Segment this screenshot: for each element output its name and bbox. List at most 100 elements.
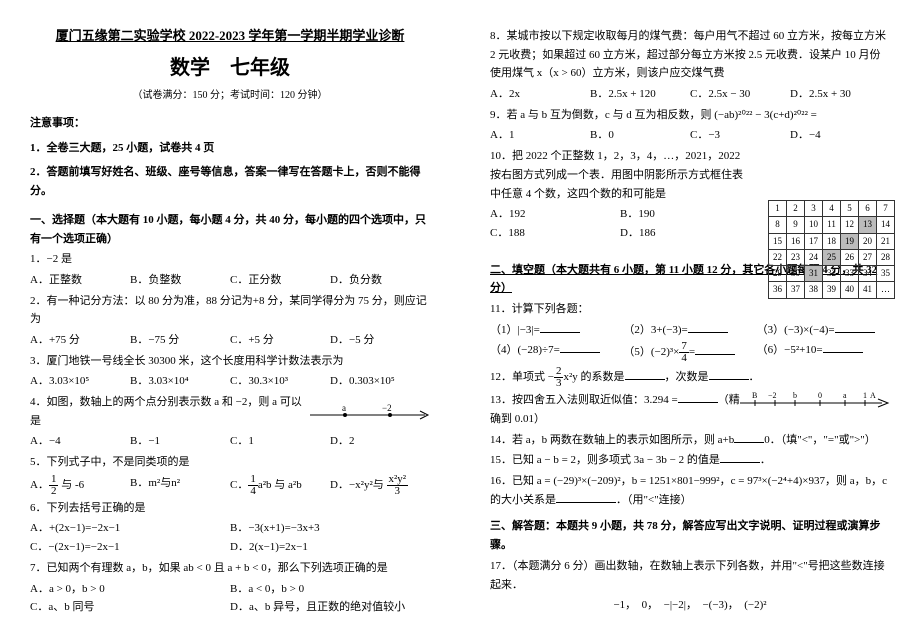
q7-opt-b: B．a < 0，b > 0 xyxy=(230,580,430,599)
grid-cell: 16 xyxy=(787,233,805,249)
section-1-heading: 一、选择题（本大题有 10 小题，每小题 4 分，共 40 分，每小题的四个选项… xyxy=(30,211,430,248)
q8-opt-d: D．2.5x + 30 xyxy=(790,85,890,104)
q7-opt-c: C．a、b 同号 xyxy=(30,598,230,617)
q8: 8．某城市按以下规定收取每月的煤气费：每户用气不超过 60 立方米，按每立方米 … xyxy=(490,27,890,83)
grid-cell: 38 xyxy=(805,282,823,298)
grid-cell: 6 xyxy=(859,201,877,217)
q1-opt-d: D．负分数 xyxy=(330,271,430,290)
svg-text:A: A xyxy=(870,391,876,400)
grid-cell: 29 xyxy=(769,266,787,282)
q7: 7．已知两个有理数 a，b，如果 ab < 0 且 a + b < 0，那么下列… xyxy=(30,559,430,578)
number-grid: 1234567891011121314151617181920212223242… xyxy=(768,200,895,299)
grid-cell: 17 xyxy=(805,233,823,249)
q3-opt-b: B．3.03×10⁴ xyxy=(130,372,230,391)
grid-cell: 39 xyxy=(823,282,841,298)
q7-opt-d: D．a、b 异号，且正数的绝对值较小 xyxy=(230,598,430,617)
q10-opt-d: D．186 xyxy=(620,224,750,243)
q10: 10．把 2022 个正整数 1，2，3，4，…，2021，2022 按右图方式… xyxy=(490,147,750,203)
svg-text:b: b xyxy=(793,391,797,400)
q6-opt-d: D．2(x−1)=2x−1 xyxy=(230,538,430,557)
grid-cell: 18 xyxy=(823,233,841,249)
grid-cell: 41 xyxy=(859,282,877,298)
exam-meta: （试卷满分：150 分；考试时间：120 分钟） xyxy=(30,87,430,104)
q3-opt-d: D．0.303×10⁵ xyxy=(330,372,430,391)
grid-cell: 35 xyxy=(877,266,895,282)
q6: 6．下列去括号正确的是 xyxy=(30,499,430,518)
grid-cell: 15 xyxy=(769,233,787,249)
q17: 17．（本题满分 6 分）画出数轴，在数轴上表示下列各数，并用"<"号把这些数连… xyxy=(490,557,890,594)
q1-opt-b: B．负整数 xyxy=(130,271,230,290)
grid-cell: 23 xyxy=(787,249,805,265)
q11-row1: （1）|−3|= （2）3+(−3)= （3）(−3)×(−4)= xyxy=(490,321,890,340)
q9: 9．若 a 与 b 互为倒数，c 与 d 互为相反数，则 (−ab)²⁰²² −… xyxy=(490,106,890,125)
q4-options: A．−4 B．−1 C．1 D．2 xyxy=(30,432,430,451)
q7-opt-a: A．a > 0，b > 0 xyxy=(30,580,230,599)
q6-opt-b: B．−3(x+1)=−3x+3 xyxy=(230,519,430,538)
q8-opt-c: C．2.5x − 30 xyxy=(690,85,790,104)
q16: 16．已知 a = (−29)³×(−209)²，b = 1251×801−99… xyxy=(490,472,890,509)
grid-cell: 27 xyxy=(859,249,877,265)
grid-cell: 34 xyxy=(859,266,877,282)
q4: 4．如图，数轴上的两个点分别表示数 a 和 −2，则 a 可以是 xyxy=(30,393,310,430)
q9-opt-d: D．−4 xyxy=(790,126,890,145)
q6-opt-c: C．−(2x−1)=−2x−1 xyxy=(30,538,230,557)
grid-cell: 33 xyxy=(841,266,859,282)
q3-opt-c: C．30.3×10³ xyxy=(230,372,330,391)
q5-opt-a: A．12 与 -6 xyxy=(30,474,130,497)
q10-opt-c: C．188 xyxy=(490,224,620,243)
svg-text:−2: −2 xyxy=(768,391,777,400)
grid-cell: 40 xyxy=(841,282,859,298)
svg-text:0: 0 xyxy=(818,391,822,400)
grid-cell: 5 xyxy=(841,201,859,217)
q2-opt-c: C．+5 分 xyxy=(230,331,330,350)
q4-opt-a: A．−4 xyxy=(30,432,130,451)
svg-text:−2: −2 xyxy=(382,403,392,413)
q2-opt-a: A．+75 分 xyxy=(30,331,130,350)
grid-cell: 22 xyxy=(769,249,787,265)
grid-cell: 7 xyxy=(877,201,895,217)
q7-row2: C．a、b 同号 D．a、b 异号，且正数的绝对值较小 xyxy=(30,598,430,617)
grid-cell: 21 xyxy=(877,233,895,249)
subject-title: 数学 七年级 xyxy=(30,51,430,85)
grid-cell: 26 xyxy=(841,249,859,265)
svg-text:a: a xyxy=(342,403,346,413)
q6-row1: A．+(2x−1)=−2x−1 B．−3(x+1)=−3x+3 xyxy=(30,519,430,538)
q10-opt-a: A．192 xyxy=(490,205,620,224)
grid-cell: 3 xyxy=(805,201,823,217)
notice-heading: 注意事项： xyxy=(30,114,430,133)
grid-cell: 12 xyxy=(841,217,859,233)
grid-cell: 19 xyxy=(841,233,859,249)
q3-opt-a: A．3.03×10⁵ xyxy=(30,372,130,391)
grid-cell: 11 xyxy=(823,217,841,233)
q4-opt-c: C．1 xyxy=(230,432,330,451)
school-title: 厦门五缘第二实验学校 2022-2023 学年第一学期半期学业诊断 xyxy=(30,25,430,47)
grid-cell: 9 xyxy=(787,217,805,233)
section-3-heading: 三、解答题：本题共 9 小题，共 78 分，解答应写出文字说明、证明过程或演算步… xyxy=(490,517,890,554)
svg-text:1: 1 xyxy=(863,391,867,400)
q1: 1．−2 是 xyxy=(30,250,430,269)
grid-cell: 1 xyxy=(769,201,787,217)
q4-opt-d: D．2 xyxy=(330,432,430,451)
q2-options: A．+75 分 B．−75 分 C．+5 分 D．−5 分 xyxy=(30,331,430,350)
q15: 15．已知 a − b = 2，则多项式 3a − 3b − 2 的值是． xyxy=(490,451,890,470)
q8-opt-b: B．2.5x + 120 xyxy=(590,85,690,104)
q5-options: A．12 与 -6 B．m²与n² C．14a²b 与 a²b D．−x²y²与… xyxy=(30,474,430,497)
grid-cell: … xyxy=(877,282,895,298)
grid-cell: 13 xyxy=(859,217,877,233)
q5-opt-d: D．−x²y²与 x²y²3 xyxy=(330,474,430,497)
notice-2: 2．答题前填写好姓名、班级、座号等信息，答案一律写在答题卡上，否则不能得分。 xyxy=(30,163,430,200)
grid-cell: 4 xyxy=(823,201,841,217)
grid-cell: 20 xyxy=(859,233,877,249)
q6-row2: C．−(2x−1)=−2x−1 D．2(x−1)=2x−1 xyxy=(30,538,430,557)
q17-nums: −1， 0， −|−2|， −(−3)， (−2)² xyxy=(490,596,890,615)
q10-row2: C．188 D．186 xyxy=(490,224,750,243)
q5-opt-b: B．m²与n² xyxy=(130,474,230,497)
grid-cell: 14 xyxy=(877,217,895,233)
grid-cell: 2 xyxy=(787,201,805,217)
q1-opt-a: A．正整数 xyxy=(30,271,130,290)
q11-row2: （4）(−28)÷7= （5）(−2)³×74= （6）−5²+10= xyxy=(490,341,890,364)
q9-opt-c: C．−3 xyxy=(690,126,790,145)
grid-cell: 24 xyxy=(805,249,823,265)
q6-opt-a: A．+(2x−1)=−2x−1 xyxy=(30,519,230,538)
q8-opt-a: A．2x xyxy=(490,85,590,104)
